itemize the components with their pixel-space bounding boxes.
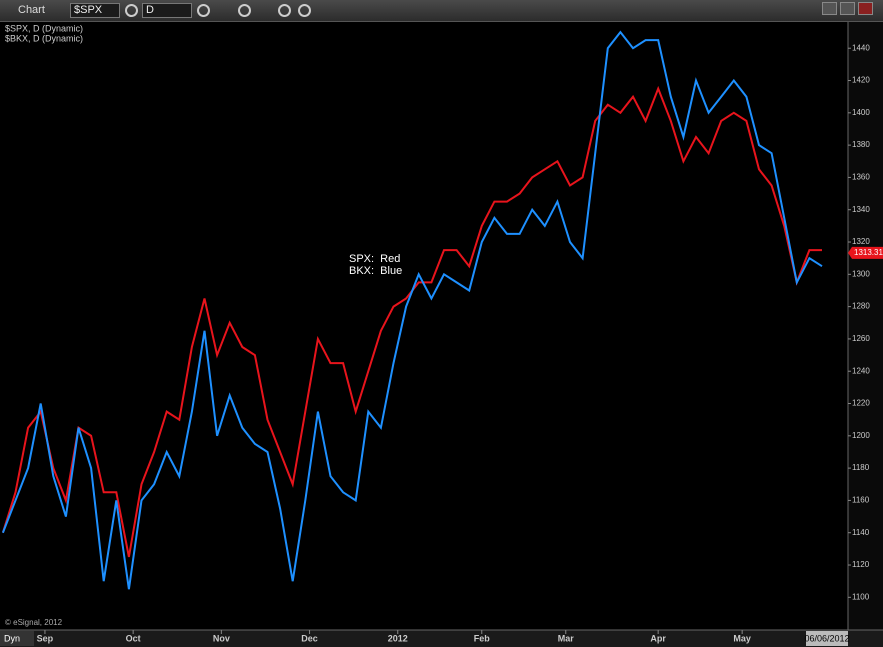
y-tick-label: 1380 <box>852 140 870 149</box>
copyright: © eSignal, 2012 <box>5 618 63 627</box>
x-axis-strip <box>0 630 883 647</box>
cursor-date-box <box>806 631 848 646</box>
y-tick-label: 1340 <box>852 205 870 214</box>
symbol-box[interactable]: $SPX <box>70 3 120 18</box>
y-tick-label: 1200 <box>852 431 870 440</box>
interval-box[interactable]: D <box>142 3 192 18</box>
y-tick-label: 1440 <box>852 43 870 52</box>
settings-icon[interactable] <box>125 4 138 17</box>
annotation: BKX: Blue <box>349 265 402 277</box>
x-tick-label: Mar <box>558 633 575 643</box>
toolbar: Chart $SPX D <box>0 0 883 22</box>
y-tick-label: 1360 <box>852 173 870 182</box>
chart-background <box>0 22 883 647</box>
x-tick-label: Nov <box>213 633 230 643</box>
y-tick-label: 1100 <box>852 592 870 601</box>
series-line <box>1 30 823 590</box>
minimize-button[interactable] <box>822 2 837 15</box>
maximize-button[interactable] <box>840 2 855 15</box>
y-axis-strip <box>848 22 883 647</box>
y-tick-label: 1320 <box>852 237 870 246</box>
y-tick-label: 1120 <box>852 560 870 569</box>
y-tick-label: 1400 <box>852 108 870 117</box>
y-tick-label: 1160 <box>852 496 870 505</box>
y-tick-label: 1180 <box>852 463 870 472</box>
annotation: SPX: Red <box>349 253 400 265</box>
y-tick-label: 1300 <box>852 269 870 278</box>
window-title: Chart <box>18 4 45 16</box>
close-button[interactable] <box>858 2 873 15</box>
last-price-tag <box>848 246 883 259</box>
y-tick-label: 1280 <box>852 302 870 311</box>
clock-icon[interactable] <box>197 4 210 17</box>
series-label: $SPX, D (Dynamic) <box>5 23 83 33</box>
y-tick-label: 1260 <box>852 334 870 343</box>
tool-icon[interactable] <box>238 4 251 17</box>
y-tick-label: 1420 <box>852 76 870 85</box>
x-tick-label: Feb <box>474 633 491 643</box>
y-tick-label: 1220 <box>852 399 870 408</box>
series-label: $BKX, D (Dynamic) <box>5 33 83 43</box>
chart: $SPX, D (Dynamic) $BKX, D (Dynamic) SPX:… <box>0 22 883 647</box>
x-tick-label: May <box>733 633 751 643</box>
x-tick-label: Oct <box>126 633 141 643</box>
last-price-label: 1313.31 <box>854 248 883 257</box>
mode-label: Dyn <box>4 633 20 643</box>
x-tick-label: Apr <box>650 633 666 643</box>
mode-box[interactable] <box>0 631 34 646</box>
link-icon[interactable] <box>298 4 311 17</box>
y-tick-label: 1140 <box>852 528 870 537</box>
x-tick-label: Sep <box>37 633 54 643</box>
y-tick-label: 1240 <box>852 366 870 375</box>
x-tick-label: 2012 <box>388 633 408 643</box>
x-tick-label: Dec <box>301 633 318 643</box>
play-icon[interactable] <box>278 4 291 17</box>
cursor-date: 06/06/2012 <box>804 633 849 643</box>
